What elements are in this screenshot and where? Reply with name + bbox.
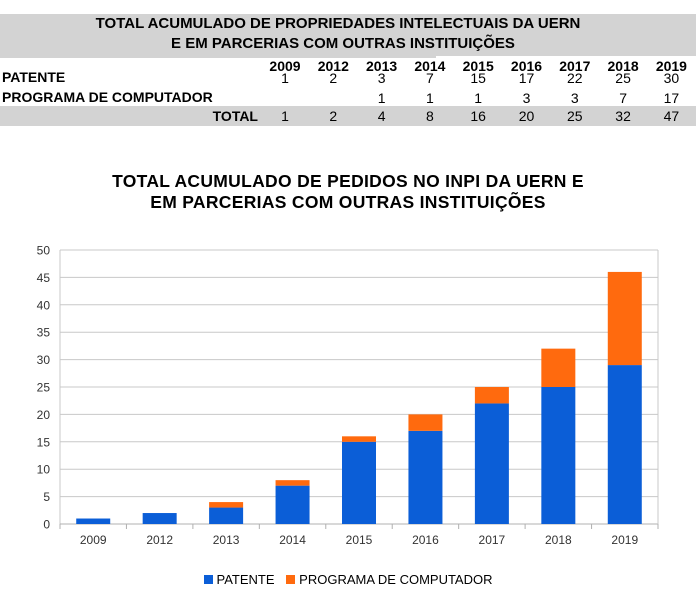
bar-patente-2012 [142,513,177,524]
bar-patente-2016 [408,430,443,524]
bar-patente-2013 [209,507,244,524]
table-cell: 3 [522,90,531,106]
total-cell: 32 [615,108,631,124]
y-tick-label: 10 [37,463,51,477]
table-cell: 1 [377,90,386,106]
table-title-band [0,14,696,56]
year-header: 2013 [366,58,398,74]
y-tick-label: 40 [37,298,51,312]
bar-programa-2015 [342,436,376,442]
y-tick-label: 30 [37,353,51,367]
x-tick-label: 2012 [146,533,173,547]
legend-item-programa: PROGRAMA DE COMPUTADOR [286,572,493,587]
row-label-patente: PATENTE [2,69,66,85]
y-tick-label: 50 [37,244,51,258]
bar-patente-2018 [541,387,576,524]
year-header: 2014 [414,58,446,74]
data-table: TOTAL ACUMULADO DE PROPRIEDADES INTELECT… [0,14,696,126]
legend-swatch-programa [286,575,296,584]
table-title-line2: E EM PARCERIAS COM OUTRAS INSTITUIÇÕES [171,35,515,52]
table-total-band [0,106,696,126]
x-tick-label: 2018 [545,533,572,547]
table-cell: 1 [474,90,483,106]
legend-label-patente: PATENTE [216,572,275,587]
legend-swatch-patente [203,575,213,584]
total-cell: 4 [377,108,386,124]
bar-programa-2017 [474,387,509,404]
year-header: 2018 [607,58,639,74]
year-header: 2009 [269,58,301,74]
stacked-bar-chart: 0 5 10 15 20 25 30 35 40 45 50 2009 2012 2013 2014 2015… [37,244,659,547]
legend-label-programa: PROGRAMA DE COMPUTADOR [299,572,493,587]
table-cell: 30 [663,70,680,86]
x-tick-label: 2013 [213,533,240,547]
y-tick-label: 20 [37,408,51,422]
table-cell: 17 [663,90,680,106]
bar-programa-2014 [275,480,310,486]
y-tick-label: 35 [37,326,51,340]
legend-item-patente: PATENTE [203,572,275,587]
table-cell: 2 [329,70,338,86]
bar-programa-2013 [209,502,244,508]
bar-programa-2019 [607,271,642,366]
bar-patente-2019 [607,365,642,524]
table-cell: 1 [281,70,289,86]
y-tick-label: 5 [43,490,50,504]
year-header: 2016 [510,58,543,74]
total-cell: 16 [470,108,486,124]
year-header: 2012 [317,58,349,74]
bar-patente-2017 [474,403,509,524]
bar-patente-2009 [76,518,111,524]
table-cell: 7 [619,90,627,106]
y-tick-label: 45 [37,271,51,285]
total-cell: 20 [518,108,535,124]
year-header: 2017 [559,58,591,74]
total-cell: 8 [425,108,434,124]
table-cell: 15 [470,70,486,86]
x-tick-label: 2015 [346,533,373,547]
bar-patente-2015 [342,441,376,524]
table-cell: 25 [615,70,631,86]
row-label-programa: PROGRAMA DE COMPUTADOR [2,89,213,105]
x-tick-label: 2014 [279,533,306,547]
bar-patente-2014 [275,485,310,524]
x-tick-label: 2019 [611,533,638,547]
total-cell: 47 [663,108,680,124]
table-cell: 17 [518,70,535,86]
total-cell: 25 [567,108,583,124]
table-title-line1: TOTAL ACUMULADO DE PROPRIEDADES INTELECT… [95,15,581,32]
bar-programa-2016 [408,414,443,431]
bar-programa-2018 [541,348,576,387]
table-cell: 7 [425,70,434,86]
y-tick-label: 15 [37,435,51,449]
y-tick-label: 25 [37,381,51,395]
x-tick-label: 2009 [80,533,107,547]
chart-title-line1: TOTAL ACUMULADO DE PEDIDOS NO INPI DA UE… [112,171,584,191]
table-cell: 22 [567,70,583,86]
year-header: 2019 [655,58,687,74]
total-cell: 2 [329,108,338,124]
chart-legend: PATENTE PROGRAMA DE COMPUTADOR [0,572,696,587]
x-tick-label: 2016 [412,533,439,547]
table-cell: 3 [377,70,386,86]
year-header: 2015 [462,58,494,74]
x-tick-label: 2017 [479,533,506,547]
y-tick-label: 0 [43,518,50,532]
chart-title-line2: EM PARCERIAS COM OUTRAS INSTITUIÇÕES [150,192,546,212]
table-cell: 1 [425,90,434,106]
row-label-total: TOTAL [212,108,258,124]
table-cell: 3 [570,90,579,106]
total-cell: 1 [281,108,289,124]
